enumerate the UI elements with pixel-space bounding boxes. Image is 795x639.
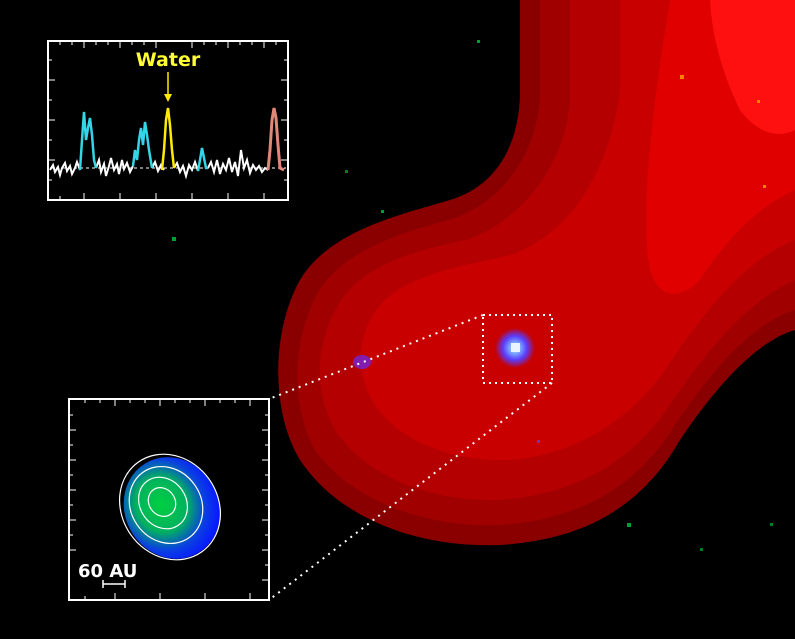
spectrum-line-cyan-1 bbox=[78, 111, 98, 171]
disk-emission bbox=[123, 457, 221, 559]
water-label: Water bbox=[136, 49, 201, 71]
spectrum-line-water bbox=[160, 107, 176, 171]
zoom-region-box bbox=[482, 314, 553, 384]
zoom-inset bbox=[68, 398, 270, 601]
contour-2 bbox=[128, 465, 204, 545]
contour-inner bbox=[147, 487, 177, 517]
spectrum-line-cyan-3 bbox=[196, 147, 208, 172]
central-source bbox=[511, 343, 520, 352]
water-arrow-head bbox=[164, 94, 172, 102]
spectrum-inset bbox=[47, 40, 289, 201]
spectrum-line-cyan-2 bbox=[131, 121, 154, 169]
spectrum-line-salmon bbox=[266, 107, 285, 172]
background-specks bbox=[172, 40, 773, 551]
faint-source bbox=[353, 355, 371, 369]
contour-outer bbox=[118, 453, 222, 561]
red-emission-region bbox=[278, 0, 795, 546]
scale-label: 60 AU bbox=[78, 561, 137, 582]
contour-3 bbox=[138, 476, 188, 530]
spectrum-baseline bbox=[49, 159, 81, 179]
